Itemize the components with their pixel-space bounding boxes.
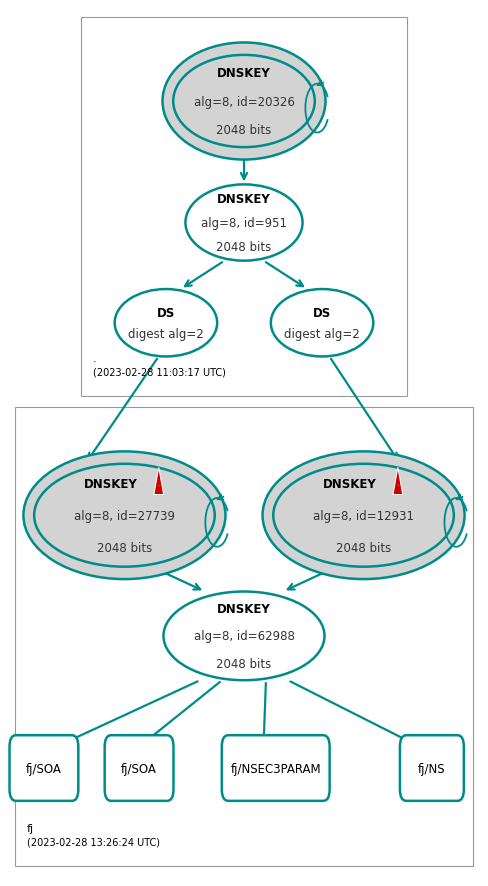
Text: .: . <box>93 354 96 363</box>
Text: fj/NS: fj/NS <box>418 762 446 774</box>
Ellipse shape <box>115 290 217 357</box>
Text: digest alg=2: digest alg=2 <box>128 327 204 340</box>
Text: 2048 bits: 2048 bits <box>97 541 152 554</box>
Text: 2048 bits: 2048 bits <box>216 657 272 670</box>
Ellipse shape <box>271 290 373 357</box>
Ellipse shape <box>173 56 315 148</box>
Text: alg=8, id=951: alg=8, id=951 <box>201 217 287 229</box>
FancyBboxPatch shape <box>9 735 78 801</box>
FancyBboxPatch shape <box>222 735 329 801</box>
Text: fj/SOA: fj/SOA <box>121 762 157 774</box>
Text: (2023-02-28 11:03:17 UTC): (2023-02-28 11:03:17 UTC) <box>93 368 225 377</box>
Polygon shape <box>393 468 403 495</box>
Text: alg=8, id=62988: alg=8, id=62988 <box>194 630 294 642</box>
Text: 2048 bits: 2048 bits <box>336 541 391 554</box>
Ellipse shape <box>263 452 465 579</box>
FancyBboxPatch shape <box>400 735 464 801</box>
Text: DNSKEY: DNSKEY <box>217 193 271 206</box>
Text: digest alg=2: digest alg=2 <box>284 327 360 340</box>
Text: DS: DS <box>313 307 331 320</box>
Text: fj: fj <box>27 823 34 833</box>
Text: fj/NSEC3PARAM: fj/NSEC3PARAM <box>230 762 321 774</box>
Text: DNSKEY: DNSKEY <box>217 66 271 80</box>
FancyBboxPatch shape <box>81 18 407 397</box>
Text: 2048 bits: 2048 bits <box>216 240 272 253</box>
Ellipse shape <box>163 592 325 680</box>
Polygon shape <box>154 468 163 495</box>
Ellipse shape <box>273 464 454 567</box>
Ellipse shape <box>34 464 215 567</box>
Text: DNSKEY: DNSKEY <box>323 478 377 490</box>
Text: alg=8, id=27739: alg=8, id=27739 <box>74 509 175 522</box>
Text: alg=8, id=20326: alg=8, id=20326 <box>194 96 294 108</box>
Text: alg=8, id=12931: alg=8, id=12931 <box>313 509 414 522</box>
Text: (2023-02-28 13:26:24 UTC): (2023-02-28 13:26:24 UTC) <box>27 837 160 847</box>
Text: fj/SOA: fj/SOA <box>26 762 62 774</box>
Ellipse shape <box>163 43 325 160</box>
Text: 2048 bits: 2048 bits <box>216 124 272 137</box>
Ellipse shape <box>185 185 303 261</box>
Ellipse shape <box>23 452 225 579</box>
FancyBboxPatch shape <box>104 735 174 801</box>
Text: DS: DS <box>157 307 175 320</box>
Text: DNSKEY: DNSKEY <box>217 602 271 615</box>
Text: DNSKEY: DNSKEY <box>84 478 138 490</box>
FancyBboxPatch shape <box>15 408 473 867</box>
